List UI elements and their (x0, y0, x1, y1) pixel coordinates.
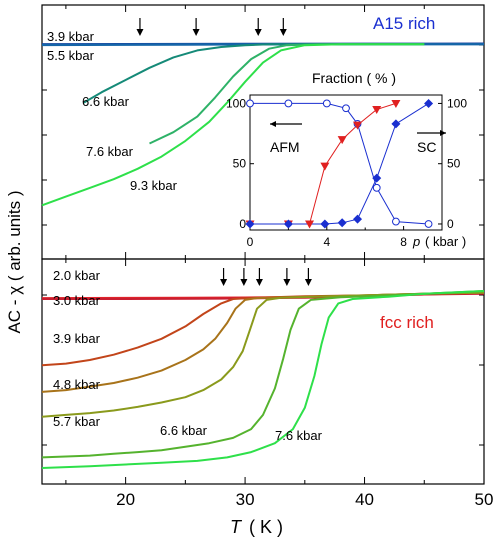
transition-arrow (240, 268, 248, 286)
inset-triangle-marker (391, 99, 401, 108)
inset-series-line (250, 102, 429, 225)
inset-triangle-marker (372, 105, 382, 114)
inset-frame (249, 94, 443, 231)
inset-open-circle (246, 99, 254, 108)
transition-arrow (254, 18, 262, 36)
series-label: 6.6 kbar (82, 94, 130, 109)
transition-arrow (192, 18, 200, 36)
inset-open-circle (284, 99, 293, 108)
inset-x-tick-label: 8 (400, 235, 407, 249)
inset-xlabel-var: p (412, 234, 420, 249)
y-axis-label: AC - χ ( arb. units ) (5, 190, 24, 333)
inset-arrow-left (270, 121, 302, 127)
x-axis-label-var: T (230, 517, 243, 537)
inset-series-line (250, 102, 429, 225)
series-label: 3.0 kbar (53, 293, 101, 308)
inset-x-tick-label: 4 (323, 235, 330, 249)
inset-triangle-marker (353, 121, 363, 130)
inset-triangle-marker (320, 162, 330, 171)
inset-annotation-sc: SC (417, 139, 436, 155)
inset-annotation-afm: AFM (270, 139, 300, 155)
transition-arrow (136, 18, 144, 36)
top-sample-label: A15 rich (373, 14, 435, 33)
series-line (41, 290, 485, 459)
inset-triangle-marker (337, 136, 347, 145)
inset-y-tick-label-left: 100 (226, 96, 246, 110)
inset-diamond-marker (320, 219, 330, 229)
x-tick-label: 30 (236, 490, 255, 509)
inset-diamond-marker (245, 219, 255, 229)
inset-y-tick-label-right: 0 (447, 217, 454, 231)
series-label: 2.0 kbar (53, 268, 101, 283)
series-label: 5.5 kbar (47, 48, 95, 63)
series-line (41, 291, 485, 418)
inset-y-tick-label-left: 50 (233, 157, 247, 171)
inset-diamond-marker (337, 218, 347, 228)
series-label: 6.6 kbar (160, 423, 208, 438)
transition-arrow (255, 268, 263, 286)
x-axis-label: T ( K ) (230, 517, 283, 537)
inset-diamond-marker (372, 173, 382, 183)
series-label: 5.7 kbar (53, 414, 101, 429)
inset-y-tick-label-right: 100 (447, 96, 467, 110)
transition-arrow (279, 18, 287, 36)
series-label: 9.3 kbar (130, 178, 178, 193)
x-axis-label-unit: ( K ) (249, 517, 283, 537)
bottom-sample-label: fcc rich (380, 313, 434, 332)
inset-diamond-marker (283, 219, 293, 229)
inset-open-circle (392, 217, 400, 226)
series-label: 3.9 kbar (53, 331, 101, 346)
x-tick-label: 40 (355, 490, 374, 509)
inset-triangle-marker (305, 220, 315, 229)
inset-title: Fraction ( % ) (312, 70, 396, 86)
inset-xlabel-unit: ( kbar ) (425, 234, 466, 249)
series-label: 3.9 kbar (47, 29, 95, 44)
series-line (41, 290, 485, 469)
inset-diamond-marker (353, 214, 363, 224)
inset-diamond-marker (424, 98, 434, 108)
inset-y-tick-label-left: 0 (239, 217, 246, 231)
x-tick-label: 50 (475, 490, 494, 509)
inset-y-tick-label-right: 50 (447, 157, 461, 171)
inset-diamond-marker (391, 119, 401, 129)
transition-arrow (220, 268, 228, 286)
inset-arrow-right (417, 130, 446, 136)
transition-arrow (283, 268, 291, 286)
inset-open-circle (342, 104, 350, 113)
series-label: 4.8 kbar (53, 377, 101, 392)
series-label: 7.6 kbar (275, 428, 323, 443)
transition-arrow (304, 268, 312, 286)
series-label: 7.6 kbar (86, 144, 134, 159)
series-line (149, 43, 425, 145)
series-line (41, 43, 425, 207)
inset-open-circle (372, 183, 381, 192)
x-tick-label: 20 (116, 490, 135, 509)
inset-x-tick-label: 0 (247, 235, 254, 249)
inset-open-circle (424, 220, 433, 228)
bottom-panel-frame (41, 258, 485, 485)
inset-open-circle (322, 99, 331, 108)
